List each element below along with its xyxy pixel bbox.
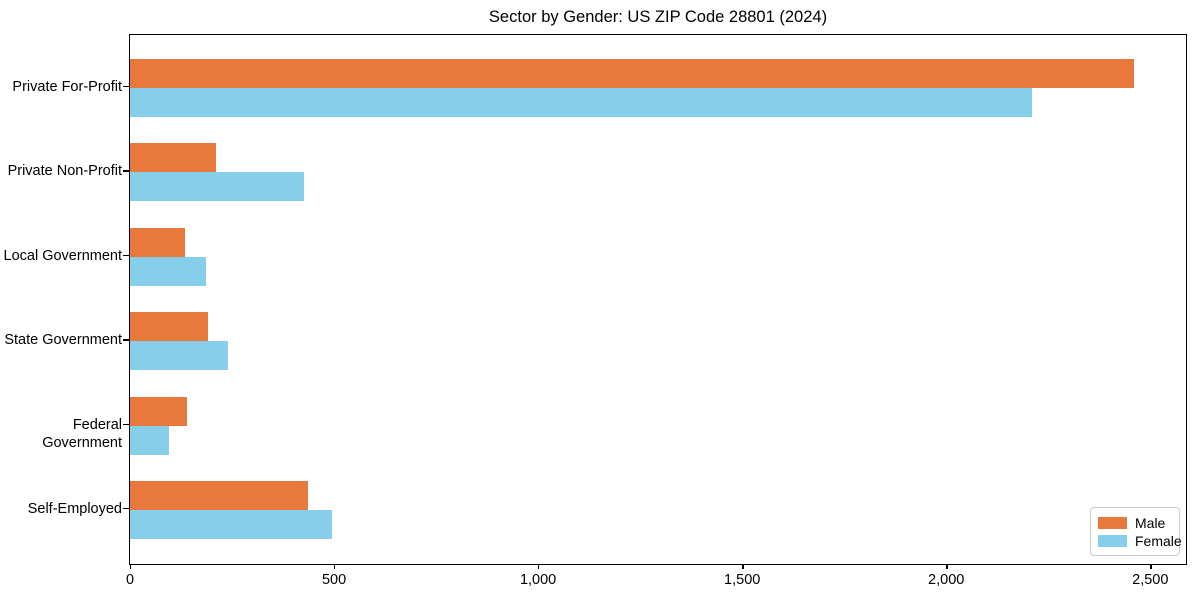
bar-male-1 xyxy=(130,143,216,173)
x-axis-label-2: 1,000 xyxy=(519,572,557,588)
bar-female-1 xyxy=(130,172,304,202)
x-axis-label-5: 2,500 xyxy=(1132,572,1169,588)
x-axis-label-3: 1,500 xyxy=(724,572,761,588)
y-tick-mark-3 xyxy=(123,339,129,341)
x-axis-label-1: 500 xyxy=(321,572,347,588)
bar-female-2 xyxy=(130,256,206,286)
x-axis-label-4: 2,000 xyxy=(928,572,965,588)
y-tick-mark-0 xyxy=(123,86,129,88)
y-axis-label-0: Private For-Profit xyxy=(12,79,122,95)
y-axis-label-5: Self-Employed xyxy=(27,501,122,517)
legend: Male Female xyxy=(1090,507,1182,556)
plot-area xyxy=(129,34,1187,565)
y-tick-mark-1 xyxy=(123,170,129,172)
y-axis-label-3: State Government xyxy=(4,332,122,349)
x-tick-mark-5 xyxy=(1150,564,1152,569)
legend-label-male: Male xyxy=(1135,514,1166,531)
y-axis-label-4: Federal Government xyxy=(42,416,122,451)
legend-item-male: Male xyxy=(1098,514,1172,531)
y-axis-label-2: Local Government xyxy=(3,247,122,264)
bar-male-3 xyxy=(130,312,208,342)
male-series-swatch xyxy=(1098,516,1127,529)
chart-title: Sector by Gender: US ZIP Code 28801 (202… xyxy=(488,8,828,26)
bar-female-5 xyxy=(130,510,332,539)
x-tick-mark-2 xyxy=(538,564,540,569)
bar-male-0 xyxy=(130,59,1134,88)
bar-female-4 xyxy=(130,425,169,455)
y-tick-mark-5 xyxy=(123,508,129,510)
bar-female-3 xyxy=(130,341,228,371)
legend-item-female: Female xyxy=(1098,532,1182,549)
x-tick-mark-4 xyxy=(946,564,948,569)
female-series-swatch xyxy=(1098,534,1127,547)
x-tick-mark-0 xyxy=(130,564,132,569)
x-tick-mark-3 xyxy=(742,564,744,569)
x-axis-label-0: 0 xyxy=(125,572,135,588)
bar-male-2 xyxy=(130,227,186,257)
y-axis-label-1: Private Non-Profit xyxy=(7,163,122,180)
legend-label-female: Female xyxy=(1135,532,1182,549)
bar-female-0 xyxy=(130,88,1032,117)
y-tick-mark-4 xyxy=(123,423,129,425)
bar-male-4 xyxy=(130,396,188,426)
x-tick-mark-1 xyxy=(334,564,336,569)
bar-male-5 xyxy=(130,481,308,510)
y-tick-mark-2 xyxy=(123,254,129,257)
